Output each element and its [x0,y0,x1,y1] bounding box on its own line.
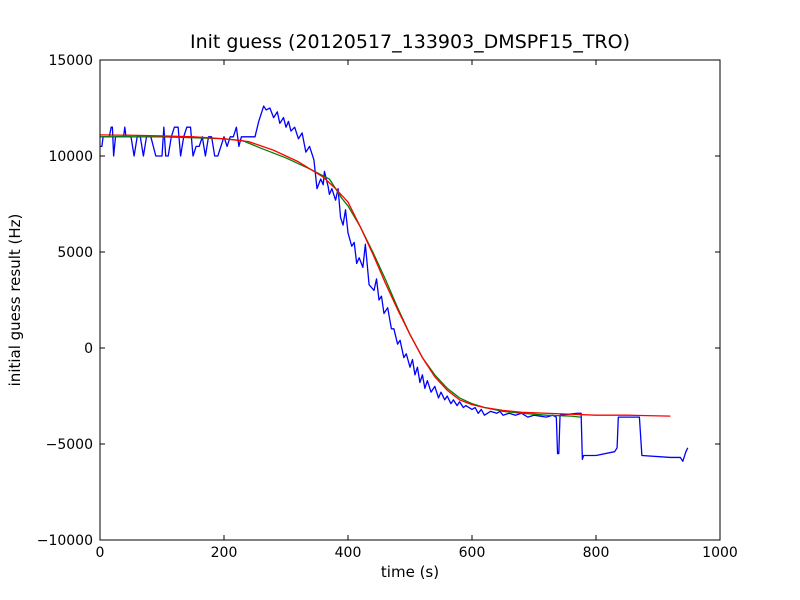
y-axis-label: initial guess result (Hz) [6,214,24,387]
series-line-0 [100,105,689,462]
x-tick-label: 1000 [702,545,738,561]
chart-title: Init guess (20120517_133903_DMSPF15_TRO) [190,31,630,53]
x-tick-label: 400 [335,545,362,561]
series-line-2 [99,134,671,417]
x-tick-label: 0 [96,545,105,561]
y-tick-label: −10000 [37,533,93,549]
y-tick-label: 15000 [48,53,93,69]
axes-frame [99,59,721,541]
x-tick-label: 600 [459,545,486,561]
y-tick-label: −5000 [46,437,93,453]
plot-area: 0 200 400 600 800 1000 −10000 −5000 0 5000 10000 15… [37,53,738,561]
x-tick-label: 800 [583,545,610,561]
series-line-1 [100,136,581,418]
y-tick-label: 0 [84,341,93,357]
x-axis-label: time (s) [381,563,439,581]
y-tick-label: 5000 [57,245,93,261]
y-tick-label: 10000 [48,149,93,165]
x-tick-label: 200 [211,545,238,561]
